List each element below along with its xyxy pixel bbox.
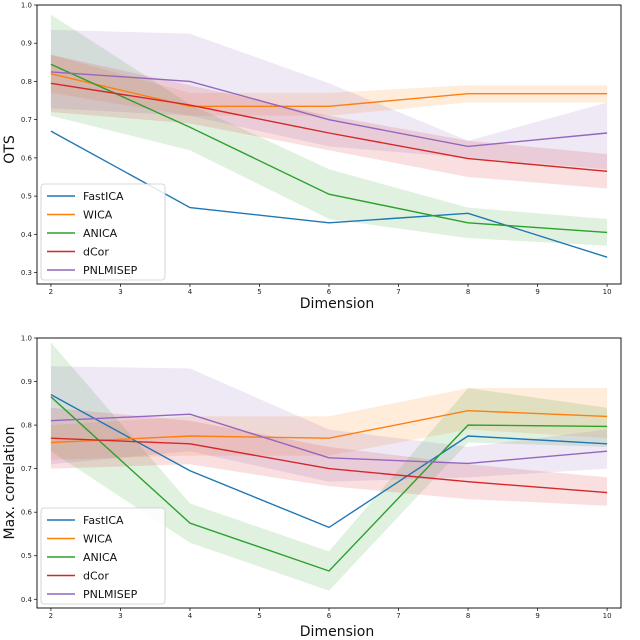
legend-label-wica: WICA: [83, 533, 113, 546]
y-tick-label: 0.4: [21, 231, 33, 239]
legend-label-anica: ANICA: [83, 551, 118, 564]
y-tick-label: 0.7: [21, 116, 32, 124]
legend-label-fastica: FastICA: [83, 514, 124, 527]
y-tick-label: 0.5: [21, 193, 32, 201]
line-dcor: [50, 82, 608, 172]
line-dcor: [50, 437, 608, 494]
y-tick-label: 0.6: [21, 154, 33, 162]
y-tick-label: 0.8: [21, 422, 32, 430]
y-axis-label: Max. correlation: [2, 427, 18, 540]
band-pnlmisep: [50, 366, 608, 482]
chart-top: 2 3 4 5 6 7 8 9 10 0.3 0.4 0.5 0.6 0.7 0.8 0.9 1.0 Dimens…: [2, 2, 622, 312]
y-tick-label: 1.0: [21, 335, 32, 343]
y-tick-label: 1.0: [21, 2, 32, 10]
x-tick-label: 5: [257, 288, 261, 296]
line-pnlmisep: [50, 71, 608, 148]
legend-label-wica: WICA: [83, 209, 113, 222]
x-tick-label: 3: [118, 288, 122, 296]
y-tick-label: 0.5: [21, 552, 32, 560]
y-tick-label: 0.9: [21, 378, 32, 386]
x-tick-label: 9: [535, 612, 539, 620]
x-tick-label: 2: [49, 288, 53, 296]
x-tick-label: 4: [188, 288, 193, 296]
line-wica: [50, 73, 608, 108]
y-tick-label: 0.4: [21, 596, 33, 604]
band-anica: [50, 14, 608, 246]
band-pnlmisep: [50, 29, 608, 170]
y-tick-label: 0.3: [21, 269, 32, 277]
x-tick-label: 7: [396, 288, 400, 296]
x-axis-label: Dimension: [300, 296, 374, 312]
line-fastica: [50, 130, 608, 258]
x-tick-label: 6: [327, 288, 332, 296]
legend-label-fastica: FastICA: [83, 190, 124, 203]
band-wica: [50, 388, 608, 460]
line-pnlmisep: [50, 413, 608, 465]
x-tick-label: 4: [188, 612, 193, 620]
x-tick-label: 8: [466, 288, 470, 296]
legend-label-pnlmisep: PNLMISEP: [83, 264, 138, 277]
band-dcor: [50, 54, 608, 189]
line-anica: [50, 396, 608, 572]
legend-label-pnlmisep: PNLMISEP: [83, 588, 138, 601]
band-wica: [50, 54, 608, 116]
legend: FastICA WICA ANICA dCor PNLMISEP: [40, 183, 166, 281]
x-tick-label: 10: [603, 612, 612, 620]
x-tick-label: 7: [396, 612, 400, 620]
y-tick-label: 0.8: [21, 78, 32, 86]
line-anica: [50, 63, 608, 234]
y-axis-label: OTS: [2, 135, 18, 164]
line-wica: [50, 409, 608, 444]
legend-box: [40, 183, 166, 281]
x-tick-label: 9: [535, 288, 539, 296]
band-anica: [50, 342, 608, 591]
x-tick-label: 6: [327, 612, 332, 620]
y-tick-label: 0.6: [21, 509, 33, 517]
line-fastica: [50, 393, 608, 529]
legend-label-anica: ANICA: [83, 227, 118, 240]
x-tick-label: 5: [257, 612, 261, 620]
x-tick-label: 3: [118, 612, 122, 620]
y-tick-label: 0.7: [21, 465, 32, 473]
legend: FastICA WICA ANICA dCor PNLMISEP: [40, 507, 166, 605]
y-tick-label: 0.9: [21, 40, 32, 48]
chart-bottom: 2 3 4 5 6 7 8 9 10 0.4 0.5 0.6 0.7 0.8 0.9 1.0 Dimension…: [2, 335, 622, 640]
x-axis-label: Dimension: [300, 624, 374, 640]
legend-box: [40, 507, 166, 605]
x-tick-label: 8: [466, 612, 470, 620]
legend-label-dcor: dCor: [83, 246, 109, 259]
x-tick-label: 2: [49, 612, 53, 620]
x-tick-label: 10: [603, 288, 612, 296]
legend-label-dcor: dCor: [83, 570, 109, 583]
